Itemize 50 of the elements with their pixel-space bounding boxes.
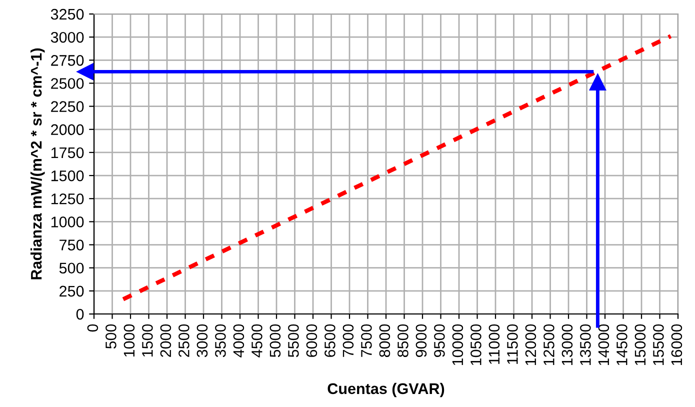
y-tick-label: 250 [60, 286, 84, 297]
y-tick-label: 1250 [51, 193, 84, 204]
x-tick-label: 500 [106, 324, 116, 349]
x-tick-label: 2500 [178, 324, 190, 357]
x-tick-label: 14000 [598, 324, 610, 366]
x-tick-label: 15000 [634, 324, 646, 366]
x-tick-label: 15500 [653, 324, 664, 366]
x-tick-label: 13000 [562, 324, 573, 366]
y-tick-label: 0 [76, 308, 84, 320]
x-tick-label: 13500 [580, 324, 591, 366]
y-tick-label: 2500 [51, 78, 84, 89]
x-tick-label: 16000 [671, 324, 682, 366]
x-tick-label: 8000 [379, 324, 390, 358]
x-tick-label: 9500 [434, 324, 445, 357]
y-tick-label: 1500 [51, 170, 84, 182]
y-tick-label: 2000 [51, 124, 84, 136]
x-tick-label: 14500 [616, 324, 628, 366]
y-tick-label: 1000 [51, 216, 84, 228]
y-tick-label: 2250 [51, 101, 84, 112]
y-tick-label: 3250 [50, 8, 84, 20]
x-tick-label: 5000 [270, 324, 281, 358]
x-tick-label: 8500 [398, 324, 408, 358]
x-tick-label: 5500 [288, 324, 299, 358]
y-axis-title: Radianza mW/(m^2 * sr * cm^-1) [30, 48, 45, 280]
x-axis-title: Cuentas (GVAR) [328, 382, 444, 398]
x-tick-label: 1500 [142, 324, 153, 357]
y-tick-label: 500 [59, 262, 84, 274]
x-tick-label: 1000 [124, 324, 135, 357]
x-tick-label: 11000 [488, 324, 500, 364]
x-tick-label: 7500 [361, 324, 372, 357]
x-tick-label: 6000 [306, 324, 318, 357]
y-tick-label: 3000 [50, 32, 84, 43]
y-tick-label: 750 [60, 240, 84, 250]
x-tick-label: 10000 [452, 324, 464, 366]
x-tick-label: 11500 [507, 324, 518, 364]
x-tick-label: 3500 [215, 324, 226, 358]
line-series [121, 34, 673, 302]
x-tick-label: 4000 [233, 324, 244, 358]
x-tick-label: 2000 [160, 324, 172, 357]
x-tick-label: 4500 [252, 324, 262, 358]
x-tick-label: 12500 [544, 324, 554, 366]
y-tick-label: 1750 [51, 147, 84, 158]
x-tick-label: 9000 [416, 324, 427, 357]
y-tick-label: 2750 [51, 55, 84, 66]
x-tick-label: 7000 [342, 324, 354, 357]
x-tick-label: 0 [87, 324, 98, 332]
x-tick-label: 12000 [525, 324, 536, 366]
x-tick-label: 6500 [324, 324, 336, 357]
x-tick-label: 10500 [470, 324, 482, 366]
x-tick-label: 3000 [196, 324, 208, 358]
